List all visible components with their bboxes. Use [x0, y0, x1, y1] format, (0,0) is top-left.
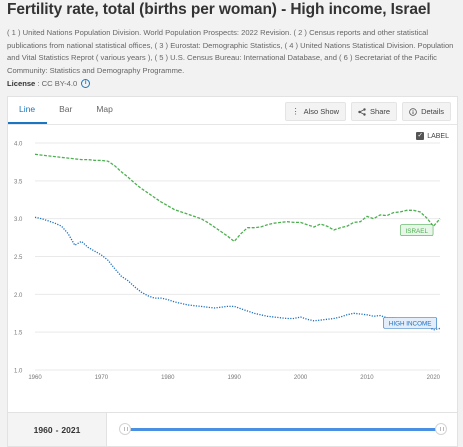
y-tick-label: 1.5 — [14, 331, 23, 337]
info-icon[interactable]: i — [81, 79, 91, 88]
y-tick-label: 4.0 — [14, 142, 23, 148]
y-tick-label: 1.0 — [14, 369, 23, 375]
tab-line[interactable]: Line — [8, 97, 48, 124]
x-tick-label: 1960 — [28, 375, 42, 381]
details-info-icon — [409, 107, 417, 116]
series-label-box — [383, 317, 437, 329]
range-start: 1960 — [33, 424, 53, 435]
share-label: Share — [370, 107, 391, 116]
x-tick-label: 2010 — [360, 375, 374, 381]
tab-divider — [8, 124, 457, 125]
label-toggle-text: LABEL — [427, 132, 449, 140]
range-end: 2021 — [61, 424, 81, 435]
range-slider-track[interactable] — [125, 428, 443, 431]
label-toggle[interactable]: ✓ LABEL — [416, 132, 449, 140]
x-tick-label: 1970 — [95, 375, 109, 381]
range-start-handle[interactable] — [119, 423, 131, 435]
year-range-bar: 1960 - 2021 — [7, 413, 458, 447]
x-tick-label: 2020 — [427, 375, 441, 381]
x-tick-label: 2000 — [294, 375, 308, 381]
series-label: ISRAEL — [406, 228, 429, 235]
tab-bar[interactable]: Bar — [59, 104, 73, 114]
license-line: License : CC BY-4.0 i — [7, 79, 91, 88]
details-button[interactable]: Details — [402, 102, 451, 121]
also-show-button[interactable]: ⋮ Also Show — [284, 102, 347, 121]
y-tick-label: 2.0 — [14, 293, 23, 299]
series-label-box — [400, 224, 434, 236]
license-value: CC BY-4.0 — [41, 79, 78, 88]
y-tick-label: 3.0 — [14, 217, 23, 223]
x-tick-label: 1980 — [161, 375, 175, 381]
series-line-0 — [34, 153, 441, 243]
y-tick-label: 3.5 — [14, 179, 23, 185]
chart-panel: Line Bar Map ⋮ Also Show Share Details ✓… — [7, 96, 458, 413]
also-show-label: Also Show — [303, 107, 340, 116]
range-dash: - — [55, 424, 59, 435]
tab-map[interactable]: Map — [96, 104, 113, 114]
range-end-handle[interactable] — [435, 423, 447, 435]
checkbox-checked-icon[interactable]: ✓ — [416, 132, 425, 140]
page-title: Fertility rate, total (births per woman)… — [7, 1, 431, 18]
chart-actions: ⋮ Also Show Share Details — [284, 102, 451, 121]
license-separator: : — [35, 79, 42, 88]
x-tick-label: 1990 — [228, 375, 242, 381]
year-range-label: 1960 - 2021 — [8, 413, 107, 446]
view-tabs: Line Bar Map — [8, 97, 125, 124]
y-tick-label: 2.5 — [14, 255, 23, 261]
series-label: HIGH INCOME — [389, 321, 432, 328]
license-label: License — [7, 79, 36, 88]
details-label: Details — [421, 107, 444, 116]
source-description: ( 1 ) United Nations Population Division… — [7, 28, 454, 75]
line-chart: 1.0 1.5 2.0 2.5 3.0 3.5 4.0 1960 1970 1980 1990 200… — [14, 142, 441, 382]
share-button[interactable]: Share — [351, 102, 398, 121]
share-icon — [358, 107, 366, 116]
vertical-dots-icon: ⋮ — [291, 107, 300, 116]
series-line-1 — [34, 216, 441, 331]
